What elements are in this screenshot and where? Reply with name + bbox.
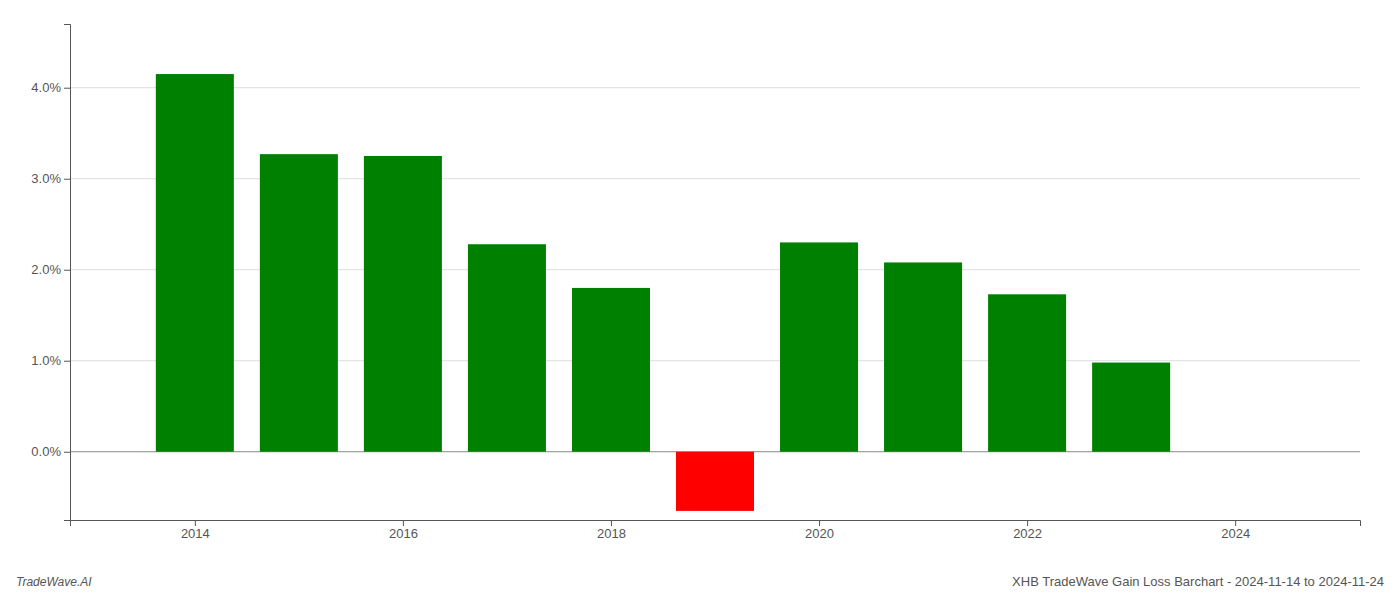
y-tick-label: 2.0%	[31, 262, 61, 277]
x-tick-label: 2022	[1013, 526, 1042, 541]
y-tick-mark	[64, 179, 70, 180]
x-tick-mark	[1235, 520, 1236, 526]
x-axis-line	[71, 521, 1361, 527]
y-tick-mark	[64, 452, 70, 453]
y-tick-mark	[64, 361, 70, 362]
x-tick-mark	[819, 520, 820, 526]
bar	[260, 154, 338, 452]
x-axis: 2014 2016 2018 2020 2022 2024	[71, 520, 1361, 541]
y-tick: 0.0%	[31, 444, 70, 459]
x-tick: 2016	[389, 520, 418, 541]
bar	[676, 452, 754, 511]
y-tick: 2.0%	[31, 262, 70, 277]
y-tick-label: 4.0%	[31, 80, 61, 95]
x-tick: 2018	[597, 520, 626, 541]
bar	[364, 156, 442, 452]
y-tick-mark	[64, 270, 70, 271]
x-tick: 2024	[1221, 520, 1250, 541]
y-tick-label: 1.0%	[31, 353, 61, 368]
x-tick-label: 2024	[1221, 526, 1250, 541]
bar	[572, 288, 650, 452]
x-tick-mark	[1027, 520, 1028, 526]
bar	[988, 294, 1066, 451]
y-tick-label: 3.0%	[31, 171, 61, 186]
plot-area	[156, 74, 1170, 511]
y-tick: 1.0%	[31, 353, 70, 368]
grid	[70, 88, 1360, 452]
x-tick-label: 2016	[389, 526, 418, 541]
bar	[156, 74, 234, 452]
bar	[884, 262, 962, 451]
x-tick-mark	[403, 520, 404, 526]
chart-container: 2014 2016 2018 2020 2022 2024 0.0% 1.0% 2.0% 3.0%…	[0, 0, 1400, 600]
x-tick: 2020	[805, 520, 834, 541]
y-tick: 3.0%	[31, 171, 70, 186]
x-tick-label: 2018	[597, 526, 626, 541]
watermark: TradeWave.AI	[16, 575, 92, 589]
x-tick-label: 2020	[805, 526, 834, 541]
y-tick-label: 0.0%	[31, 444, 61, 459]
bar	[1092, 363, 1170, 452]
title: XHB TradeWave Gain Loss Barchart - 2024-…	[1012, 574, 1384, 589]
bar	[780, 242, 858, 451]
x-tick: 2022	[1013, 520, 1042, 541]
y-tick: 4.0%	[31, 80, 70, 95]
x-tick-mark	[611, 520, 612, 526]
x-tick-label: 2014	[181, 526, 210, 541]
y-axis: 0.0% 1.0% 2.0% 3.0% 4.0%	[31, 25, 70, 521]
chart-svg: 2014 2016 2018 2020 2022 2024 0.0% 1.0% 2.0% 3.0%…	[0, 0, 1400, 600]
y-axis-line	[64, 25, 71, 521]
x-tick: 2014	[181, 520, 210, 541]
y-tick-mark	[64, 88, 70, 89]
bar	[468, 244, 546, 452]
x-tick-mark	[195, 520, 196, 526]
grid-line	[70, 87, 1360, 88]
